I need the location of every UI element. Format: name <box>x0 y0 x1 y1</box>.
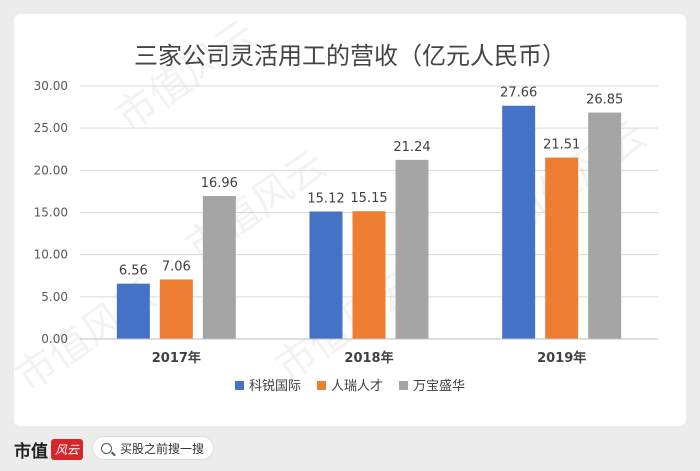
data-label: 6.56 <box>119 264 148 279</box>
data-label: 15.15 <box>350 191 387 206</box>
legend-swatch <box>317 381 326 390</box>
bar <box>202 195 236 339</box>
data-label: 15.12 <box>307 191 344 206</box>
search-button[interactable]: 买股之前搜一搜 <box>92 436 214 460</box>
bar <box>502 105 536 339</box>
bar <box>116 283 150 339</box>
data-label: 16.96 <box>201 176 238 191</box>
data-label: 21.24 <box>393 140 430 155</box>
chart-title: 三家公司灵活用工的营收（亿元人民币） <box>134 42 566 70</box>
legend-entry: 万宝盛华 <box>413 379 465 394</box>
bar <box>309 211 343 339</box>
legend-swatch <box>235 381 244 390</box>
y-tick-label: 15.00 <box>34 206 68 220</box>
brand-name: 市值 <box>14 441 48 462</box>
chart-card: 市值风云 市值风云 市值风云 市值风云 市值风云 三家公司灵活用工的营收（亿元人… <box>8 12 686 426</box>
bar <box>545 157 579 339</box>
data-label: 21.51 <box>543 138 580 153</box>
legend-entry: 科锐国际 <box>249 379 301 394</box>
y-tick-label: 30.00 <box>34 79 68 93</box>
search-icon <box>101 442 112 454</box>
footer-bar: 市值 风云 买股之前搜一搜 <box>0 426 700 471</box>
bar <box>352 211 386 339</box>
legend-swatch <box>399 381 408 390</box>
x-tick-label: 2019年 <box>537 350 586 366</box>
x-tick-label: 2018年 <box>344 350 393 366</box>
x-tick-label: 2017年 <box>152 350 201 366</box>
y-tick-label: 25.00 <box>34 121 68 135</box>
bar <box>588 112 622 339</box>
data-label: 7.06 <box>162 259 191 274</box>
brand-seal: 风云 <box>51 438 84 460</box>
bar <box>159 279 193 339</box>
y-tick-label: 5.00 <box>41 290 68 304</box>
y-tick-label: 20.00 <box>34 163 68 177</box>
search-placeholder: 买股之前搜一搜 <box>120 441 205 456</box>
y-tick-label: 0.00 <box>41 332 68 346</box>
bar <box>395 159 429 339</box>
legend-entry: 人瑞人才 <box>331 379 383 394</box>
y-tick-label: 10.00 <box>34 248 68 262</box>
brand-logo: 市值 风云 <box>14 436 84 462</box>
bar-chart: 0.00 5.00 10.00 15.00 20.00 25.00 30.00 6.56 7.0… <box>34 79 658 394</box>
data-label: 27.66 <box>500 86 537 101</box>
data-label: 26.85 <box>586 93 623 108</box>
